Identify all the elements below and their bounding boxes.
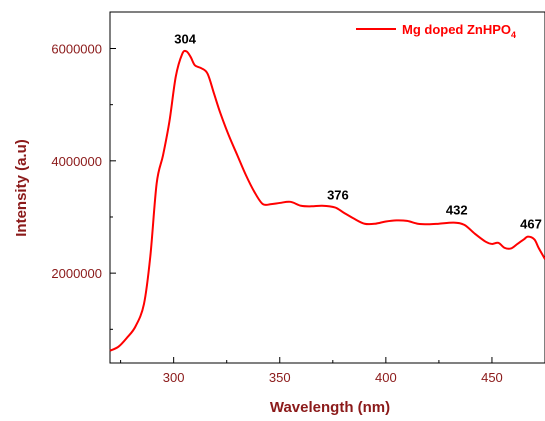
x-tick-label: 300 (163, 370, 185, 385)
legend-label: Mg doped ZnHPO4 (402, 22, 516, 40)
x-tick-label: 400 (375, 370, 397, 385)
axis-ticks (110, 48, 545, 363)
series-layer (109, 49, 545, 352)
legend: Mg doped ZnHPO4 (356, 22, 516, 40)
peak-label: 376 (327, 187, 349, 202)
annotation-layer: 304 376 432 467 (174, 31, 542, 231)
y-tick-label: 4000000 (51, 154, 102, 169)
legend-label-subscript: 4 (511, 30, 516, 40)
plot-frame (109, 11, 545, 364)
tick-label-layer: 300 350 400 450 2000000 4000000 6000000 (51, 42, 502, 385)
peak-label: 467 (520, 217, 542, 232)
x-tick-label: 450 (481, 370, 503, 385)
y-tick-label: 6000000 (51, 42, 102, 57)
series-line (109, 49, 545, 352)
peak-label: 432 (446, 203, 468, 218)
y-axis-label: Intensity (a.u) (13, 139, 30, 237)
peak-label: 304 (174, 31, 196, 46)
y-tick-label: 2000000 (51, 266, 102, 281)
x-tick-label: 350 (269, 370, 291, 385)
legend-label-main: Mg doped ZnHPO (402, 22, 511, 37)
x-axis-label: Wavelength (nm) (270, 399, 390, 416)
